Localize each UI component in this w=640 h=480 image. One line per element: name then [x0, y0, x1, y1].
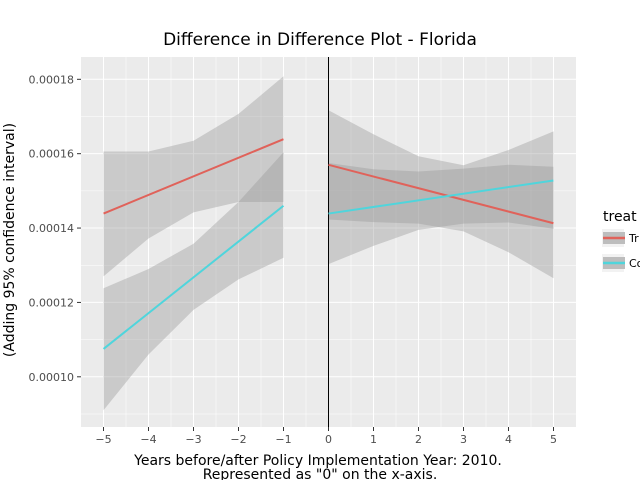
series-line-treatment-pre [103, 138, 284, 215]
x-tick-label: 0 [325, 433, 332, 446]
plot-panel [81, 57, 576, 427]
y-tick-label: 0.00012 [29, 296, 75, 309]
x-tick-label: 3 [460, 433, 467, 446]
x-tick-label: −4 [140, 433, 156, 446]
series-line-control-pre [102, 204, 285, 350]
legend-label-treatment: Tr [628, 232, 639, 245]
legend: treat Tr Co [602, 209, 640, 272]
y-axis-ticks: 0.00010 0.00012 0.00014 0.00016 0.00018 [29, 73, 81, 384]
x-axis-title-line2: Represented as "0" on the x-axis. [203, 467, 438, 480]
legend-entry-control: Co [602, 254, 640, 272]
ci-band-control-pre [103, 152, 284, 411]
x-tick-label: 2 [415, 433, 422, 446]
y-tick-label: 0.00014 [29, 222, 75, 235]
x-tick-label: 5 [550, 433, 557, 446]
y-tick-label: 0.00018 [29, 73, 75, 86]
y-tick-label: 0.00016 [29, 148, 75, 161]
legend-title: treat [603, 209, 637, 225]
x-axis-title-line1: Years before/after Policy Implementation… [133, 453, 502, 469]
y-axis-title: (Adding 95% confidence interval) [2, 123, 18, 357]
x-tick-label: −3 [185, 433, 201, 446]
x-axis-ticks: −5 −4 −3 −2 −1 0 1 2 3 4 5 [95, 427, 557, 446]
x-tick-label: 4 [505, 433, 512, 446]
x-tick-label: −1 [275, 433, 291, 446]
x-tick-label: −5 [95, 433, 111, 446]
chart-title: Difference in Difference Plot - Florida [163, 30, 477, 50]
x-tick-label: −2 [230, 433, 246, 446]
series-line-control-post [328, 179, 554, 215]
legend-label-control: Co [629, 257, 640, 270]
x-tick-label: 1 [370, 433, 377, 446]
y-tick-label: 0.00010 [29, 371, 75, 384]
legend-entry-treatment: Tr [602, 229, 639, 247]
series-line-treatment-post [328, 163, 554, 225]
